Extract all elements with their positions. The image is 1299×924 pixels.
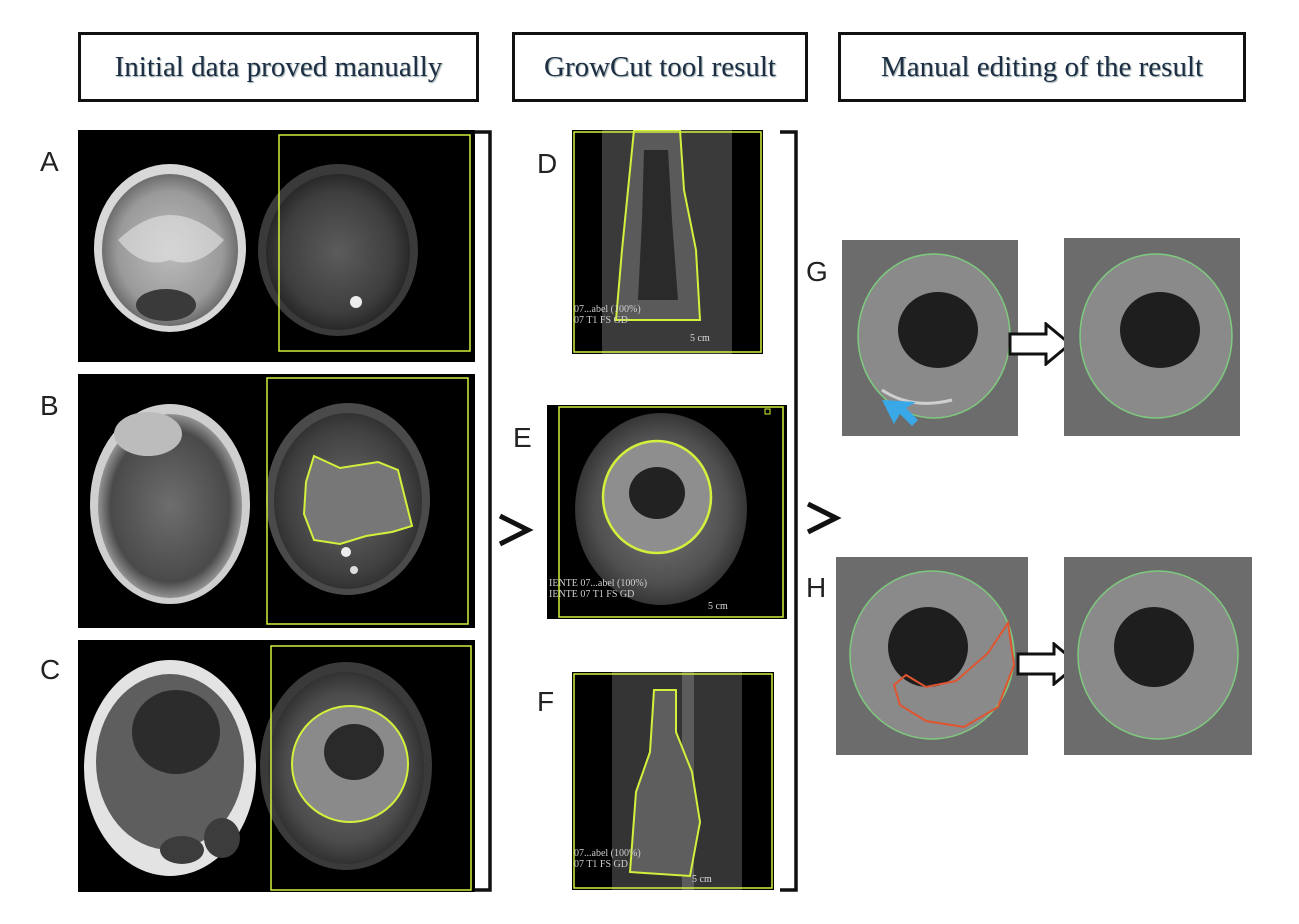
mri-panel-c xyxy=(78,640,475,892)
segmentation-box xyxy=(270,645,472,891)
label-a: A xyxy=(40,146,59,177)
pointer-arrow xyxy=(882,400,918,426)
overlay-text-e: IENTE 07...abel (100%) IENTE 07 T1 FS GD xyxy=(549,578,648,600)
segmentation-box xyxy=(278,134,471,352)
label-e: E xyxy=(513,422,532,453)
segmentation-box xyxy=(573,131,762,353)
label-d: D xyxy=(537,148,558,179)
mri-panel-b xyxy=(78,374,475,628)
header-initial-data: Initial data proved manually xyxy=(78,32,479,102)
edit-panel-g-after xyxy=(1064,238,1240,436)
label-c: C xyxy=(40,654,61,685)
header-manual-editing: Manual editing of the result xyxy=(838,32,1246,102)
scale-label-d: 5 cm xyxy=(690,333,710,344)
label-h: H xyxy=(806,572,827,603)
edit-panel-h-before xyxy=(836,557,1028,755)
removed-region-outline xyxy=(892,620,1016,729)
label-f: F xyxy=(537,686,555,717)
overlay-text-f: 07...abel (100%) 07 T1 FS GD xyxy=(574,848,641,870)
bracket-column-1 xyxy=(474,130,492,892)
arrow-to-column-2 xyxy=(498,513,534,547)
overlay-text-d: 07...abel (100%) 07 T1 FS GD xyxy=(574,304,641,326)
label-b: B xyxy=(40,390,59,421)
growcut-panel-d xyxy=(572,130,763,354)
segmentation-box xyxy=(266,377,469,625)
growcut-panel-e xyxy=(547,405,787,619)
label-g: G xyxy=(806,256,828,287)
arrow-to-column-3 xyxy=(806,501,842,535)
growcut-panel-f xyxy=(572,672,774,890)
mri-panel-a xyxy=(78,130,475,362)
edit-panel-h-after xyxy=(1064,557,1252,755)
scale-label-f: 5 cm xyxy=(692,874,712,885)
edit-panel-g-before xyxy=(842,240,1018,436)
segmentation-box xyxy=(573,673,773,889)
process-arrow-g xyxy=(1008,322,1072,366)
segmentation-box xyxy=(558,406,784,618)
scale-label-e: 5 cm xyxy=(708,601,728,612)
bracket-column-2 xyxy=(780,130,798,892)
header-growcut-result: GrowCut tool result xyxy=(512,32,808,102)
